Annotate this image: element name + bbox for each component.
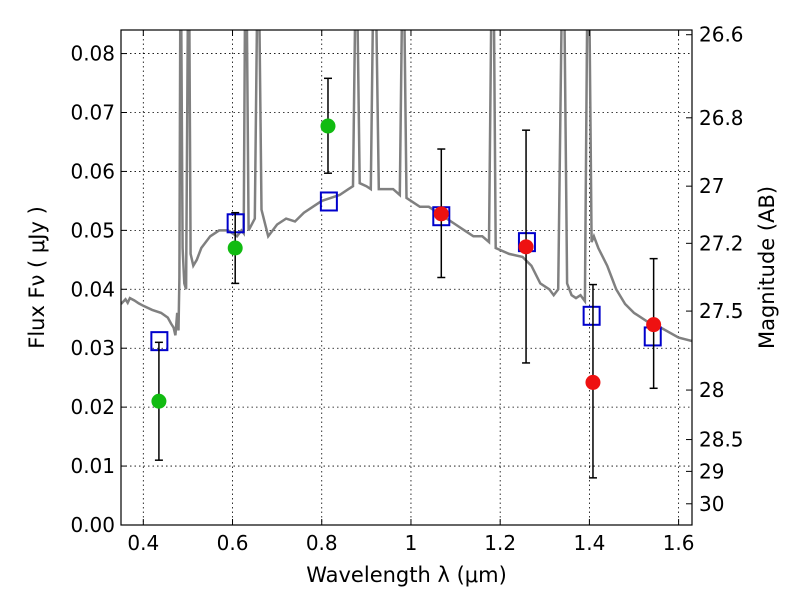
- y-tick-label: 0.04: [70, 277, 115, 301]
- x-tick-label: 0.6: [217, 531, 249, 555]
- x-tick-label: 1.4: [573, 531, 605, 555]
- right-axis-tick-label: 27.5: [699, 299, 744, 323]
- right-axis-tick-label: 27.2: [699, 231, 744, 255]
- green-data-point: [320, 118, 336, 134]
- green-data-point: [227, 240, 243, 256]
- right-axis-tick-label: 29: [699, 459, 724, 483]
- model-flux-square: [582, 305, 601, 326]
- axes-frame: [120, 29, 693, 526]
- right-axis-tick-label: 26.8: [699, 106, 744, 130]
- red-data-point: [585, 374, 601, 390]
- red-data-point: [646, 317, 662, 333]
- model-flux-square: [319, 191, 338, 212]
- y-tick-label: 0.07: [70, 101, 115, 125]
- x-tick-label: 1: [405, 531, 418, 555]
- red-data-point: [518, 239, 534, 255]
- right-axis-tick-label: 28.5: [699, 428, 744, 452]
- plot-area: [121, 30, 692, 479]
- x-axis-label: Wavelength λ (μm): [306, 563, 507, 587]
- right-axis-tick-label: 26.6: [699, 23, 744, 47]
- y-tick-label: 0.06: [70, 159, 115, 183]
- x-tick-label: 1.2: [484, 531, 516, 555]
- y-tick-label: 0.05: [70, 218, 115, 242]
- y-axis-label: Flux Fν ( μJy ): [25, 206, 49, 349]
- right-axis-tick-label: 27: [699, 174, 724, 198]
- y-tick-label: 0.08: [70, 42, 115, 66]
- grid: [121, 30, 692, 526]
- y-tick-label: 0.02: [70, 395, 115, 419]
- y-tick-label: 0.00: [70, 513, 115, 537]
- x-tick-label: 1.6: [663, 531, 695, 555]
- right-axis-tick-label: 28: [699, 378, 724, 402]
- right-axis-tick-label: 30: [699, 492, 724, 516]
- y-tick-label: 0.03: [70, 336, 115, 360]
- x-tick-label: 0.8: [306, 531, 338, 555]
- green-data-point: [151, 393, 167, 409]
- right-axis-label: Magnitude (AB): [755, 186, 779, 349]
- y-tick-label: 0.01: [70, 454, 115, 478]
- x-tick-label: 0.4: [127, 531, 159, 555]
- red-data-point: [433, 206, 449, 222]
- sed-model-line: [121, 30, 692, 343]
- axis-ticks: 0.4 0.6 0.8 1 1.2 1.4 1.6 0.00 0.01 0.02 0.03 0.04 0…: [70, 23, 743, 555]
